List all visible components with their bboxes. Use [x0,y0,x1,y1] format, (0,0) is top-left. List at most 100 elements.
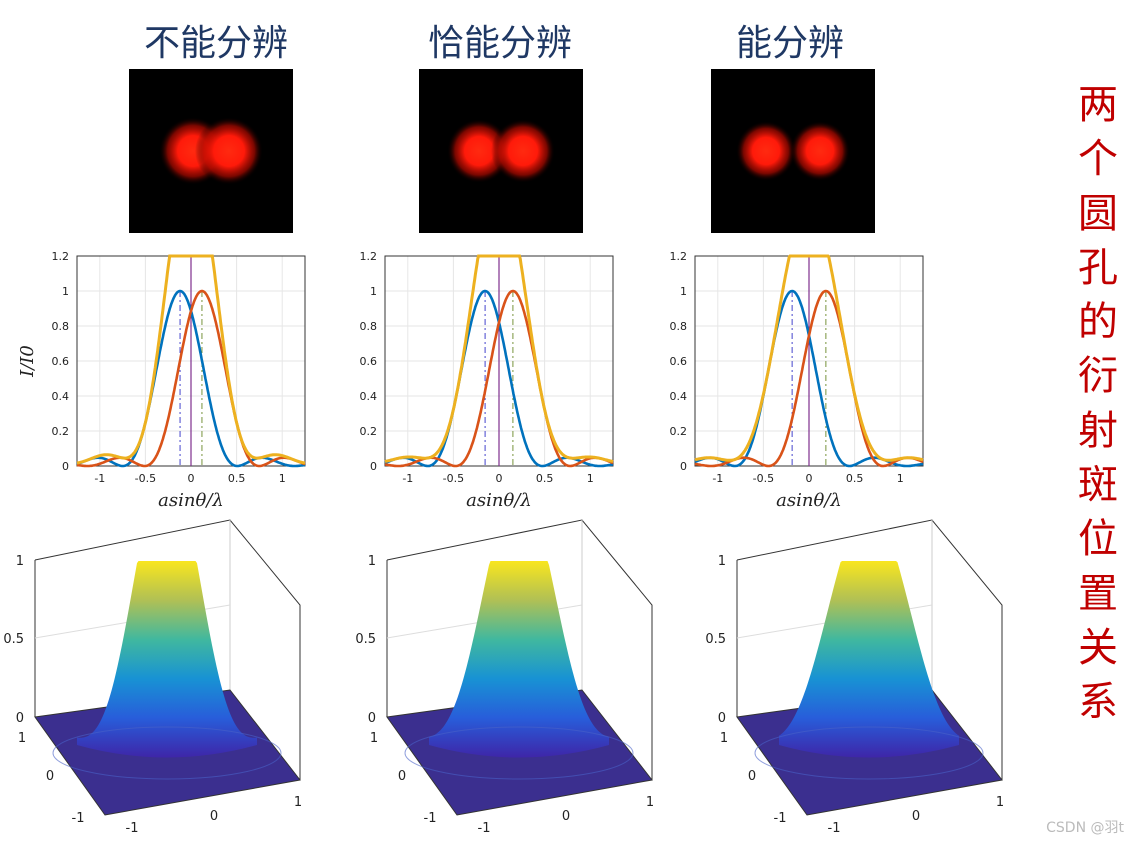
x-tick-label: 1 [294,795,302,810]
y-tick-label: 1 [720,731,728,746]
diffraction-spot-just-resolved [419,69,583,233]
x-tick-label: 0 [210,809,218,824]
side-char: 两 [1078,82,1118,128]
back-frame [386,519,653,780]
x-tick-label: 1 [996,795,1004,810]
surface-peak [77,561,257,758]
z-tick-label: 0 [16,711,24,726]
y-tick-label: 1 [62,285,69,298]
y-tick-label: 0.8 [52,320,70,333]
x-axis-label: asinθ/λ [776,490,842,511]
diffraction-ring [52,726,282,780]
x-tick-label: 0 [806,472,813,485]
y-tick-label: 0.8 [360,320,378,333]
surface-plot-just-resolved: 0 0.5 1 -1 0 1 -1 0 1 [355,519,654,836]
z-tick-label: 0.5 [3,632,24,647]
intensity-plot-unresolved: 0 0.2 0.4 0.6 0.8 1 1.2 -1 -0.5 0 0.5 1 asinθ/λ I/I0 [17,250,306,511]
y-tick-label: -1 [72,811,85,826]
series-line-sum [694,254,924,462]
intensity-plot-resolved: 0 0.2 0.4 0.6 0.8 1 1.2 -1 -0.5 0 0.5 1 asinθ/λ [670,250,924,511]
side-char: 关 [1078,624,1118,671]
y-tick-label: 1.2 [360,250,378,263]
z-tick-label: 0 [718,711,726,726]
z-tick-label: 0.5 [705,632,726,647]
watermark: CSDN @羽t [1046,820,1124,836]
y-tick-label: 1.2 [670,250,688,263]
side-char: 个 [1078,136,1118,183]
side-char: 置 [1078,570,1118,617]
y-tick-label: 0.6 [670,355,688,368]
y-tick-label: 1 [680,285,687,298]
y-tick-label: 0 [398,769,406,784]
y-tick-label: 0.8 [670,320,688,333]
y-tick-label: 1.2 [52,250,70,263]
diffraction-spot-unresolved [129,69,293,233]
x-tick-label: 0.5 [846,472,864,485]
z-tick-label: 0 [368,711,376,726]
y-tick-label: 0.2 [670,425,688,438]
diffraction-ring [404,726,634,780]
x-tick-label: -0.5 [753,472,774,485]
side-char: 的 [1078,299,1118,346]
x-tick-label: 1 [279,472,286,485]
series-line-sum [384,254,614,463]
surface-peak [779,561,959,758]
x-axis-label: asinθ/λ [158,490,224,511]
side-caption: 两个圆孔的衍射斑位置关系 [1068,78,1128,730]
y-tick-label: 0.2 [52,425,70,438]
y-tick-label: 0 [680,460,687,473]
x-tick-label: 0 [188,472,195,485]
y-tick-label: 0 [748,769,756,784]
x-tick-label: 1 [646,795,654,810]
back-frame [736,519,1003,780]
side-char: 位 [1078,516,1118,563]
x-axis-label: asinθ/λ [466,490,532,511]
series-line-right [76,289,306,468]
y-tick-label: 0.6 [360,355,378,368]
diffraction-spot-resolved [711,69,875,233]
x-tick-label: -1 [828,821,841,836]
side-char: 射 [1078,407,1118,454]
surface-plot-resolved: 0 0.5 1 -1 0 1 -1 0 1 [705,519,1004,836]
x-tick-label: -1 [402,472,413,485]
title-just-resolved: 恰能分辨 [427,23,572,64]
x-tick-label: -1 [478,821,491,836]
y-tick-label: -1 [774,811,787,826]
z-tick-label: 1 [368,554,376,569]
side-char: 孔 [1078,244,1118,291]
series-line-sum [76,254,306,465]
y-tick-label: 0 [370,460,377,473]
y-tick-label: 1 [18,731,26,746]
y-axis-label: I/I0 [17,345,38,378]
intensity-plot-just-resolved: 00.20.40.60.811.2-1-0.500.51asinθ/λ0.735… [360,250,614,511]
y-tick-label: 0.4 [670,390,688,403]
surface-plot-unresolved: 0 0.5 1 -1 0 1 -1 0 1 [3,519,302,836]
y-tick-label: 0.4 [360,390,378,403]
title-unresolved: 不能分辨 [143,23,288,64]
y-tick-label: 0.2 [360,425,378,438]
x-tick-label: 0 [496,472,503,485]
title-resolved: 能分辨 [735,23,844,64]
x-tick-label: -0.5 [443,472,464,485]
z-tick-label: 1 [16,554,24,569]
back-frame [34,519,301,780]
x-tick-label: -1 [712,472,723,485]
x-tick-label: 0.5 [536,472,554,485]
z-tick-label: 1 [718,554,726,569]
y-tick-label: 0 [46,769,54,784]
side-char: 圆 [1078,190,1118,237]
side-char: 衍 [1078,353,1118,400]
x-tick-label: 0.5 [228,472,246,485]
z-tick-label: 0.5 [355,632,376,647]
y-tick-label: 1 [370,285,377,298]
y-tick-label: 1 [370,731,378,746]
y-tick-label: 0.4 [52,390,70,403]
diffraction-ring [754,726,984,780]
x-tick-label: -1 [94,472,105,485]
x-tick-label: 1 [897,472,904,485]
side-char: 斑 [1078,462,1118,509]
x-tick-label: -1 [126,821,139,836]
surface-peak [429,561,609,758]
x-tick-label: -0.5 [135,472,156,485]
y-tick-label: 0 [62,460,69,473]
